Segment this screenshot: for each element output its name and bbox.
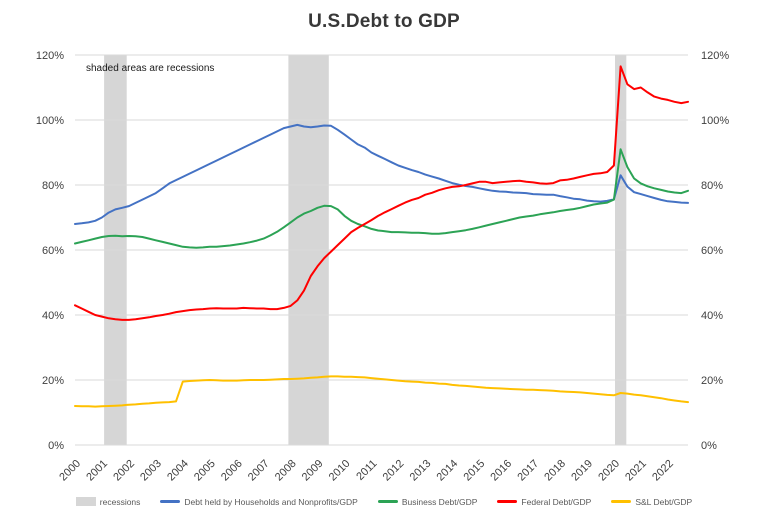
y-axis-label-left: 40% [42,310,64,322]
x-axis-label: 2014 [435,458,461,484]
x-axis-label: 2009 [300,458,326,484]
legend: recessions Debt held by Households and No… [0,492,768,519]
legend-item: Debt held by Households and Nonprofits/G… [160,496,358,507]
x-axis-label: 2001 [84,458,110,484]
x-axis-label: 2006 [219,458,245,484]
x-axis-label: 2018 [542,458,568,484]
y-axis-label-left: 20% [42,375,64,387]
series-line [74,65,689,321]
x-axis-label: 2012 [381,458,407,484]
legend-label: recessions [99,496,141,507]
legend-recession-swatch [75,497,96,506]
legend-item: S&L Debt/GDP [611,497,692,507]
y-axis-label-right: 20% [701,375,723,387]
x-axis-label: 2002 [111,458,137,484]
chart-title: U.S.Debt to GDP [308,11,460,32]
y-axis-label-left: 120% [36,50,64,62]
legend-line-swatch [160,500,181,503]
legend-item: recessions [75,496,141,507]
series-line [74,123,689,225]
y-axis-label-right: 40% [701,310,723,322]
x-axis-label: 2005 [192,458,218,484]
x-axis-label: 2013 [408,458,434,484]
x-axis-label: 2015 [462,458,488,484]
legend-label: Debt held by Households and Nonprofits/G… [184,496,358,507]
plot-area: 0% 0% 20% 20% 40% 40% 60% 60% 80% 80% 100% 100% 120%… [36,50,729,484]
x-axis-label: 2021 [623,458,649,484]
x-axis-label: 2008 [273,458,299,484]
chart-annotation: shaded areas are recessions [86,63,214,74]
legend-label: S&L Debt/GDP [635,496,693,507]
series-line [74,375,689,408]
y-axis-label-right: 60% [701,245,723,257]
legend-line-swatch [377,500,398,503]
legend-item: Federal Debt/GDP [497,497,591,507]
x-axis-label: 2010 [327,458,353,484]
x-axis-label: 2011 [354,458,379,483]
y-axis-label-left: 60% [42,245,64,257]
y-axis-label-left: 80% [42,180,64,192]
x-axis-label: 2003 [138,458,164,484]
x-axis-label: 2017 [515,458,541,484]
legend-label: Business Debt/GDP [401,496,478,507]
x-axis-label: 2022 [650,458,676,484]
x-axis-label: 2004 [165,458,191,484]
y-axis-label-right: 100% [701,115,729,127]
x-axis-label: 2000 [57,458,83,484]
legend-line-swatch [611,500,632,503]
y-axis-label-right: 120% [701,50,729,62]
x-axis-label: 2019 [569,458,595,484]
series-line [74,148,689,249]
y-axis-label-left: 100% [36,115,64,127]
legend-label: Federal Debt/GDP [521,496,592,507]
x-axis-label: 2007 [246,458,272,484]
x-axis-label: 2020 [596,458,622,484]
legend-line-swatch [497,500,518,503]
y-axis-label-right: 0% [701,440,717,452]
legend-item: Business Debt/GDP [377,496,478,507]
x-axis-label: 2016 [488,458,514,484]
y-axis-label-right: 80% [701,180,723,192]
y-axis-label-left: 0% [48,440,64,452]
